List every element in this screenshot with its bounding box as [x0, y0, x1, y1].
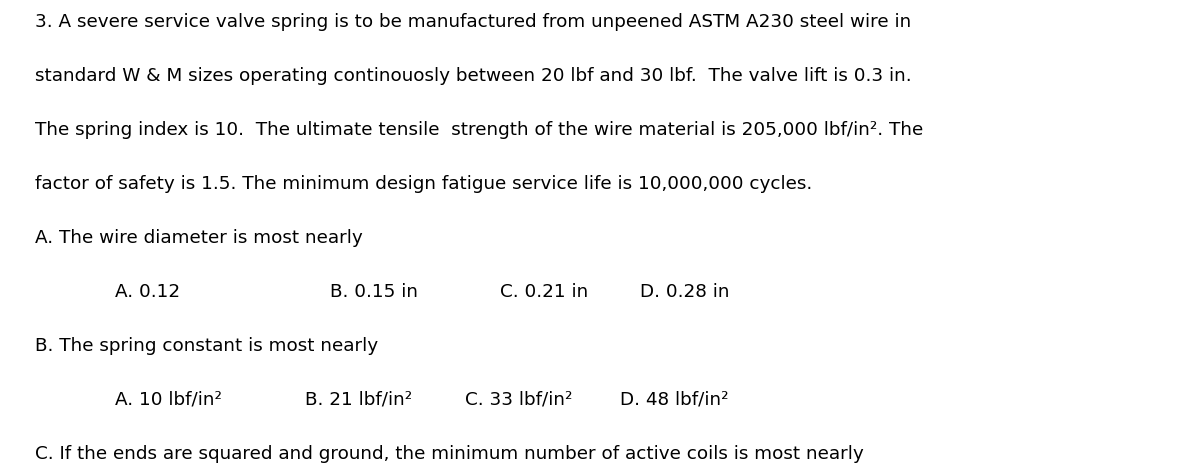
Text: The spring index is 10.  The ultimate tensile  strength of the wire material is : The spring index is 10. The ultimate ten… — [35, 121, 923, 139]
Text: C. 0.21 in: C. 0.21 in — [500, 283, 588, 301]
Text: C. If the ends are squared and ground, the minimum number of active coils is mos: C. If the ends are squared and ground, t… — [35, 445, 864, 463]
Text: A. 10 lbf/in²: A. 10 lbf/in² — [115, 391, 222, 409]
Text: factor of safety is 1.5. The minimum design fatigue service life is 10,000,000 c: factor of safety is 1.5. The minimum des… — [35, 175, 812, 193]
Text: A. The wire diameter is most nearly: A. The wire diameter is most nearly — [35, 229, 362, 247]
Text: 3. A severe service valve spring is to be manufactured from unpeened ASTM A230 s: 3. A severe service valve spring is to b… — [35, 13, 911, 31]
Text: D. 0.28 in: D. 0.28 in — [640, 283, 730, 301]
Text: C. 33 lbf/in²: C. 33 lbf/in² — [466, 391, 572, 409]
Text: D. 48 lbf/in²: D. 48 lbf/in² — [620, 391, 728, 409]
Text: B. 21 lbf/in²: B. 21 lbf/in² — [305, 391, 412, 409]
Text: B. 0.15 in: B. 0.15 in — [330, 283, 418, 301]
Text: B. The spring constant is most nearly: B. The spring constant is most nearly — [35, 337, 378, 355]
Text: standard W & M sizes operating continouosly between 20 lbf and 30 lbf.  The valv: standard W & M sizes operating continouo… — [35, 67, 912, 85]
Text: A. 0.12: A. 0.12 — [115, 283, 180, 301]
